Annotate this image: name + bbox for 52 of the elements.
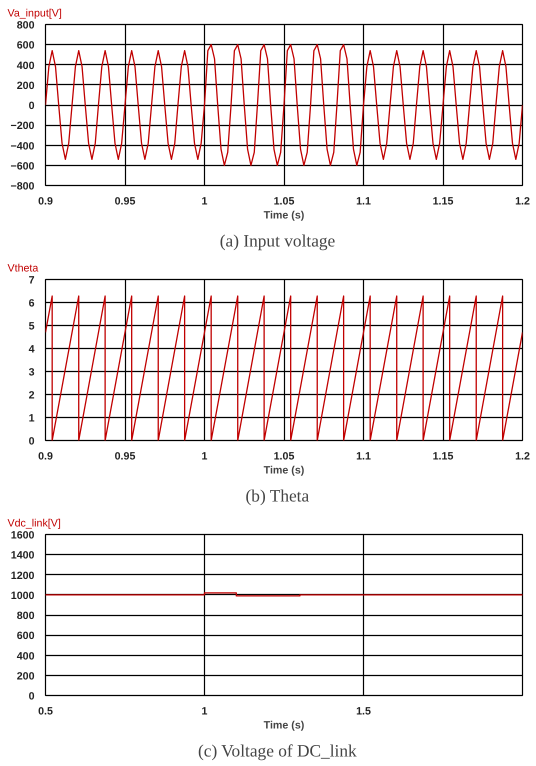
y-tick-label: 0	[28, 690, 35, 702]
y-tick-label: 1000	[10, 590, 35, 602]
x-axis-title: Time (s)	[264, 210, 305, 222]
text: (a) Input voltage	[220, 232, 336, 250]
y-tick-label: 4	[28, 344, 35, 356]
y-tick-label: −600	[10, 160, 35, 172]
y-tick-label: 400	[16, 60, 35, 72]
x-tick-label: 0.9	[38, 450, 53, 462]
y-tick-label: 3	[28, 366, 35, 378]
x-tick-label: 1.2	[515, 450, 530, 462]
text: (b) Theta	[246, 486, 310, 506]
y-tick-label: 1400	[10, 550, 35, 562]
y-tick-label: 6	[28, 298, 35, 310]
x-tick-label: 1.1	[356, 196, 371, 208]
x-tick-label: 0.95	[114, 196, 136, 208]
y-tick-label: 200	[16, 670, 35, 682]
x-tick-label: 1	[202, 706, 208, 718]
y-tick-label: 0	[28, 436, 35, 448]
y-axis-title: Vdc_link[V]	[8, 518, 61, 530]
y-tick-label: 600	[16, 630, 35, 642]
y-tick-label: −200	[10, 120, 35, 132]
x-tick-label: 1.15	[432, 196, 454, 208]
y-tick-label: −400	[10, 140, 35, 152]
y-tick-label: 1600	[10, 530, 35, 542]
y-tick-label: −800	[10, 180, 35, 192]
y-tick-label: 800	[16, 610, 35, 622]
y-tick-label: 0	[28, 100, 35, 112]
x-tick-label: 1.05	[274, 450, 294, 462]
y-tick-label: 600	[16, 40, 35, 52]
x-tick-label: 1	[202, 196, 208, 208]
x-tick-label: 1.05	[274, 196, 294, 208]
x-tick-label: 0.9	[38, 196, 53, 208]
y-tick-label: 1	[28, 412, 35, 424]
text: (c) Voltage of DC_link	[198, 742, 358, 760]
x-tick-label: 1.2	[515, 196, 530, 208]
x-tick-label: 1	[202, 450, 208, 462]
y-axis-title: Va_input[V]	[8, 8, 62, 20]
y-tick-label: 2	[28, 390, 35, 402]
x-tick-label: 0.95	[114, 450, 136, 462]
x-tick-label: 1.5	[356, 706, 371, 718]
y-tick-label: 400	[16, 650, 35, 662]
y-tick-label: 7	[28, 274, 35, 286]
y-axis-title: Vtheta	[8, 262, 38, 274]
y-tick-label: 1200	[10, 570, 35, 582]
y-tick-label: 800	[16, 20, 35, 32]
x-tick-label: 1.15	[432, 450, 454, 462]
x-axis-title: Time (s)	[264, 464, 305, 476]
y-tick-label: 5	[28, 320, 35, 332]
x-axis-title: Time (s)	[264, 720, 305, 732]
y-tick-label: 200	[16, 80, 35, 92]
x-tick-label: 0.5	[38, 706, 53, 718]
x-tick-label: 1.1	[356, 450, 371, 462]
